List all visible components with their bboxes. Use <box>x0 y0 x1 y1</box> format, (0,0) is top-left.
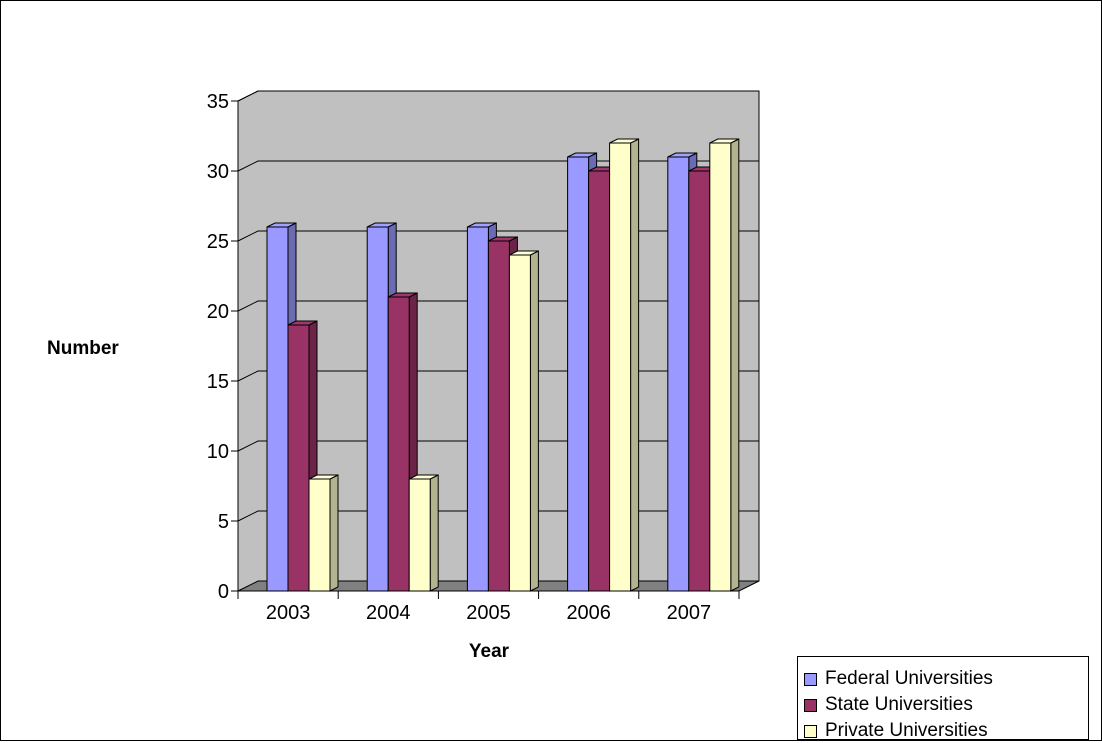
y-tick-labels: 0 5 10 15 20 25 30 35 <box>207 91 229 603</box>
bar-private-universities-2005 <box>508 250 539 592</box>
legend-item-state: State Universities <box>804 693 973 717</box>
legend-label-private: Private Universities <box>825 720 988 741</box>
y-tick-label: 15 <box>207 371 229 393</box>
legend-swatch-state <box>804 698 817 712</box>
bar-private-universities-2007 <box>709 138 740 592</box>
x-axis-title: Year <box>469 641 510 662</box>
y-axis-title: Number <box>47 338 119 359</box>
y-tick-label: 5 <box>218 511 229 533</box>
y-tick-label: 10 <box>207 441 229 463</box>
gridline <box>237 90 759 102</box>
legend-item-private: Private Universities <box>804 719 988 743</box>
legend-label-state: State Universities <box>825 694 973 715</box>
y-tick-label: 35 <box>207 91 229 113</box>
x-tick-label: 2003 <box>266 602 311 624</box>
legend-swatch-federal <box>804 672 817 686</box>
legend-label-federal: Federal Universities <box>825 668 993 689</box>
legend-item-federal: Federal Universities <box>804 667 993 691</box>
x-tick-label: 2004 <box>366 602 411 624</box>
y-tick-label: 25 <box>207 231 229 253</box>
bar-private-universities-2006 <box>609 138 640 592</box>
legend: Federal Universities State Universities … <box>797 656 1089 743</box>
bars <box>266 138 740 592</box>
y-tick-label: 20 <box>207 301 229 323</box>
y-tick-label: 0 <box>218 581 229 603</box>
x-tick-label: 2006 <box>566 602 611 624</box>
x-tick-label: 2007 <box>667 602 712 624</box>
y-tick-label: 30 <box>207 161 229 183</box>
x-tick-label: 2005 <box>466 602 511 624</box>
bar-private-universities-2004 <box>408 474 439 592</box>
bar-private-universities-2003 <box>308 474 339 592</box>
axes <box>231 100 740 599</box>
x-tick-labels: 2003 2004 2005 2006 2007 <box>266 602 711 624</box>
legend-swatch-private <box>804 724 817 738</box>
